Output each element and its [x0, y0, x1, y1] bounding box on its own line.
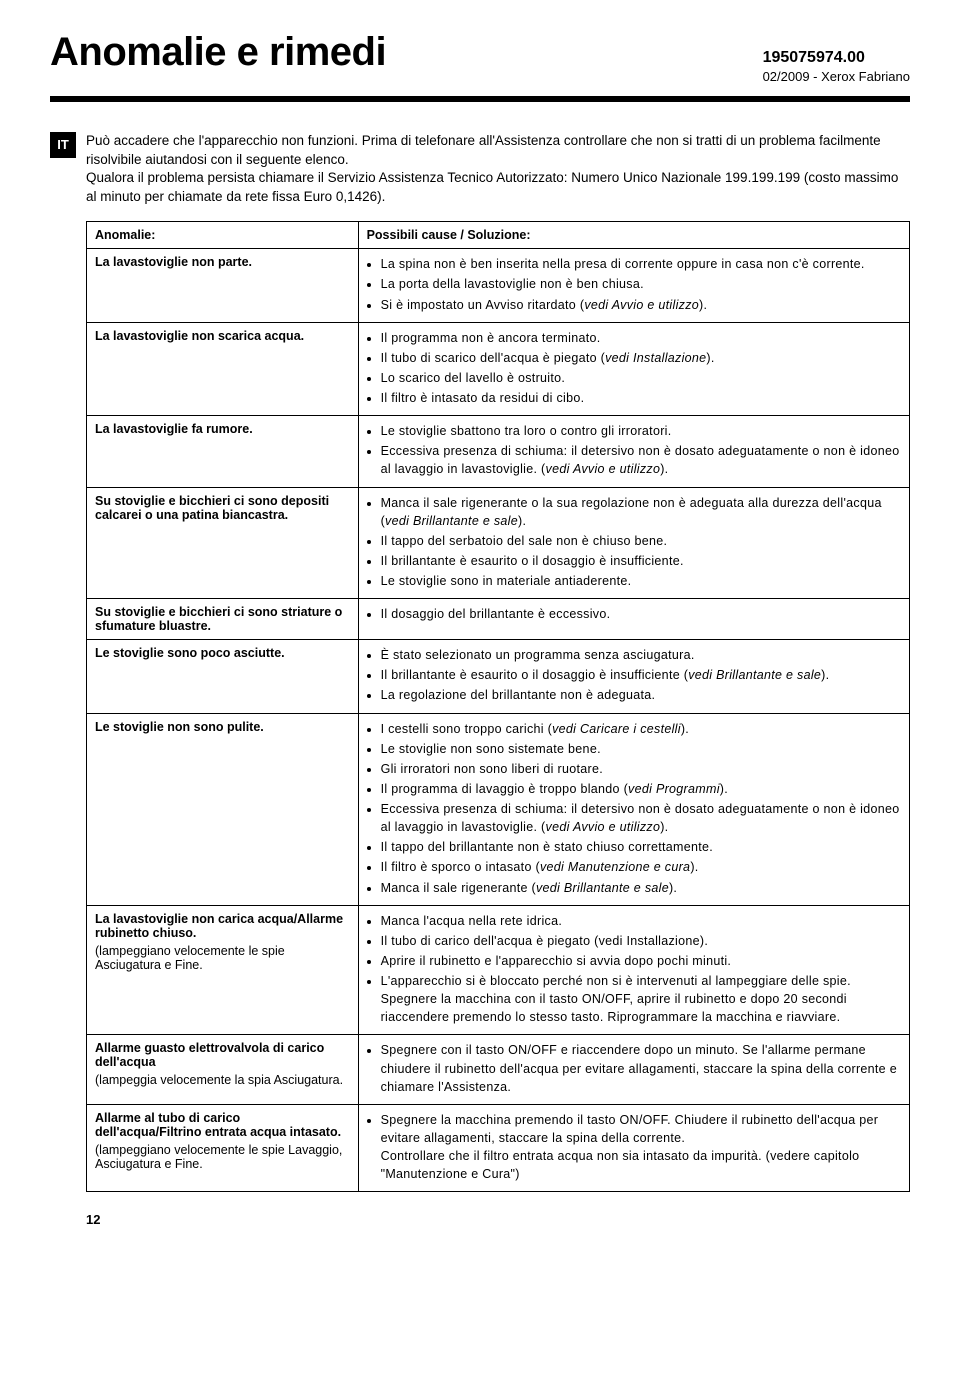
- cause-item: Il dosaggio del brillantante è eccessivo…: [381, 605, 901, 623]
- table-row: La lavastoviglie non scarica acqua.Il pr…: [87, 322, 910, 416]
- cause-item: L'apparecchio si è bloccato perché non s…: [381, 972, 901, 1026]
- cause-item: Manca l'acqua nella rete idrica.: [381, 912, 901, 930]
- anomaly-cell: Allarme guasto elettrovalvola di carico …: [87, 1035, 359, 1104]
- cause-item: I cestelli sono troppo carichi (vedi Car…: [381, 720, 901, 738]
- cause-item: Il programma non è ancora terminato.: [381, 329, 901, 347]
- table-row: Su stoviglie e bicchieri ci sono deposit…: [87, 487, 910, 599]
- cause-cell: Il programma non è ancora terminato. Il t…: [358, 322, 909, 416]
- cause-item: Il tappo del serbatoio del sale non è ch…: [381, 532, 901, 550]
- cause-cell: Spegnere la macchina premendo il tasto O…: [358, 1104, 909, 1192]
- cause-item: Eccessiva presenza di schiuma: il deters…: [381, 800, 901, 836]
- language-tag: IT: [50, 132, 76, 158]
- cause-item: Lo scarico del lavello è ostruito.: [381, 369, 901, 387]
- cause-item: Il filtro è intasato da residui di cibo.: [381, 389, 901, 407]
- cause-item: La regolazione del brillantante non è ad…: [381, 686, 901, 704]
- col-header-anomalie: Anomalie:: [87, 222, 359, 249]
- cause-item: Le stoviglie non sono sistemate bene.: [381, 740, 901, 758]
- cause-item: Le stoviglie sono in materiale antiadere…: [381, 572, 901, 590]
- cause-cell: Le stoviglie sbattono tra loro o contro …: [358, 416, 909, 487]
- cause-cell: È stato selezionato un programma senza a…: [358, 640, 909, 713]
- cause-item: Il filtro è sporco o intasato (vedi Manu…: [381, 858, 901, 876]
- anomaly-cell: Allarme al tubo di carico dell'acqua/Fil…: [87, 1104, 359, 1192]
- cause-item: Manca il sale rigenerante (vedi Brillant…: [381, 879, 901, 897]
- cause-cell: Manca l'acqua nella rete idrica. Il tubo …: [358, 905, 909, 1035]
- cause-item: Il tubo di carico dell'acqua è piegato (…: [381, 932, 901, 950]
- anomaly-cell: Su stoviglie e bicchieri ci sono deposit…: [87, 487, 359, 599]
- anomaly-cell: La lavastoviglie fa rumore.: [87, 416, 359, 487]
- doc-subline: 02/2009 - Xerox Fabriano: [763, 69, 910, 86]
- cause-item: Il brillantante è esaurito o il dosaggio…: [381, 666, 901, 684]
- table-row: La lavastoviglie non carica acqua/Allarm…: [87, 905, 910, 1035]
- cause-item: Gli irroratori non sono liberi di ruotar…: [381, 760, 901, 778]
- table-row: Le stoviglie non sono pulite. I cestelli …: [87, 713, 910, 905]
- cause-item: Il tubo di scarico dell'acqua è piegato …: [381, 349, 901, 367]
- cause-item: Aprire il rubinetto e l'apparecchio si a…: [381, 952, 901, 970]
- anomaly-cell: Le stoviglie non sono pulite.: [87, 713, 359, 905]
- intro-text: Può accadere che l'apparecchio non funzi…: [86, 132, 910, 208]
- table-row: Allarme guasto elettrovalvola di carico …: [87, 1035, 910, 1104]
- cause-cell: La spina non è ben inserita nella presa …: [358, 249, 909, 322]
- page-title: Anomalie e rimedi: [50, 30, 386, 75]
- cause-cell: Il dosaggio del brillantante è eccessivo…: [358, 599, 909, 640]
- cause-item: Il programma di lavaggio è troppo blando…: [381, 780, 901, 798]
- cause-item: Spegnere con il tasto ON/OFF e riaccende…: [381, 1041, 901, 1095]
- cause-item: Manca il sale rigenerante o la sua regol…: [381, 494, 901, 530]
- cause-item: La spina non è ben inserita nella presa …: [381, 255, 901, 273]
- anomaly-cell: Le stoviglie sono poco asciutte.: [87, 640, 359, 713]
- table-row: La lavastoviglie non parte. La spina non …: [87, 249, 910, 322]
- table-row: La lavastoviglie fa rumore. Le stoviglie …: [87, 416, 910, 487]
- page-number: 12: [86, 1212, 910, 1227]
- table-row: Le stoviglie sono poco asciutte. È stato …: [87, 640, 910, 713]
- divider: [50, 96, 910, 102]
- cause-item: Le stoviglie sbattono tra loro o contro …: [381, 422, 901, 440]
- cause-item: Eccessiva presenza di schiuma: il deters…: [381, 442, 901, 478]
- doc-meta: 195075974.00 02/2009 - Xerox Fabriano: [763, 48, 910, 86]
- anomaly-cell: La lavastoviglie non scarica acqua.: [87, 322, 359, 416]
- doc-code: 195075974.00: [763, 48, 910, 69]
- troubleshoot-table: Anomalie: Possibili cause / Soluzione: L…: [86, 221, 910, 1192]
- cause-item: Spegnere la macchina premendo il tasto O…: [381, 1111, 901, 1184]
- cause-cell: Spegnere con il tasto ON/OFF e riaccende…: [358, 1035, 909, 1104]
- cause-item: Il brillantante è esaurito o il dosaggio…: [381, 552, 901, 570]
- cause-item: È stato selezionato un programma senza a…: [381, 646, 901, 664]
- table-row: Allarme al tubo di carico dell'acqua/Fil…: [87, 1104, 910, 1192]
- cause-item: Si è impostato un Avviso ritardato (vedi…: [381, 296, 901, 314]
- anomaly-cell: La lavastoviglie non parte.: [87, 249, 359, 322]
- cause-item: Il tappo del brillantante non è stato ch…: [381, 838, 901, 856]
- anomaly-cell: La lavastoviglie non carica acqua/Allarm…: [87, 905, 359, 1035]
- anomaly-cell: Su stoviglie e bicchieri ci sono striatu…: [87, 599, 359, 640]
- col-header-soluzione: Possibili cause / Soluzione:: [358, 222, 909, 249]
- cause-item: La porta della lavastoviglie non è ben c…: [381, 275, 901, 293]
- cause-cell: Manca il sale rigenerante o la sua regol…: [358, 487, 909, 599]
- table-row: Su stoviglie e bicchieri ci sono striatu…: [87, 599, 910, 640]
- cause-cell: I cestelli sono troppo carichi (vedi Car…: [358, 713, 909, 905]
